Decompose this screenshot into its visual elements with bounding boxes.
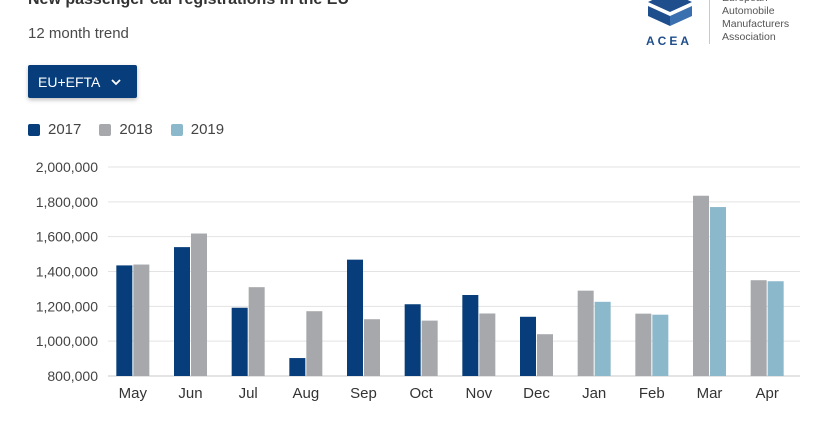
y-tick-label: 1,400,000 bbox=[36, 264, 98, 280]
bar-2018-jul[interactable] bbox=[248, 287, 265, 376]
y-tick-label: 2,000,000 bbox=[36, 159, 98, 175]
bar-2018-dec[interactable] bbox=[537, 334, 553, 376]
acea-logo[interactable]: ACEA European Automobile Manufacturers A… bbox=[644, 0, 820, 52]
bar-2018-jan[interactable] bbox=[577, 290, 594, 376]
logo-acronym: ACEA bbox=[646, 34, 693, 48]
y-tick-label: 1,000,000 bbox=[36, 333, 98, 349]
legend-item-2017[interactable]: 2017 bbox=[28, 121, 81, 138]
x-tick-label: Mar bbox=[697, 385, 723, 402]
legend-swatch-2018 bbox=[99, 123, 112, 136]
bar-2018-feb[interactable] bbox=[635, 313, 652, 376]
region-dropdown[interactable]: EU+EFTA bbox=[28, 65, 137, 98]
x-tick-label: Jul bbox=[239, 385, 258, 402]
x-tick-label: Sep bbox=[350, 385, 377, 402]
x-tick-label: Dec bbox=[523, 385, 550, 402]
logo-full-name: European Automobile Manufacturers Associ… bbox=[722, 0, 790, 43]
legend-label-2018: 2018 bbox=[119, 121, 153, 138]
bar-2018-jun[interactable] bbox=[191, 233, 207, 376]
bar-2017-oct[interactable] bbox=[404, 304, 421, 376]
bar-2018-nov[interactable] bbox=[479, 313, 496, 376]
bar-2017-nov[interactable] bbox=[462, 295, 479, 376]
bar-2019-mar[interactable] bbox=[710, 207, 726, 376]
bar-2017-jul[interactable] bbox=[231, 307, 248, 376]
bar-2017-jun[interactable] bbox=[174, 247, 190, 376]
bar-2019-jan[interactable] bbox=[594, 301, 611, 376]
bar-2018-aug[interactable] bbox=[306, 311, 323, 376]
bar-2017-may[interactable] bbox=[116, 265, 133, 376]
x-tick-label: May bbox=[119, 385, 148, 402]
y-tick-label: 1,200,000 bbox=[36, 298, 98, 314]
x-tick-label: Feb bbox=[639, 385, 665, 402]
x-tick-label: Aug bbox=[292, 385, 319, 402]
region-dropdown-label: EU+EFTA bbox=[38, 73, 101, 90]
legend-swatch-2017 bbox=[28, 123, 40, 136]
legend-item-2019[interactable]: 2019 bbox=[170, 121, 225, 138]
x-tick-label: Jan bbox=[582, 385, 606, 402]
bar-2017-dec[interactable] bbox=[520, 316, 536, 376]
y-tick-label: 800,000 bbox=[47, 368, 98, 384]
y-tick-label: 1,600,000 bbox=[36, 229, 98, 245]
chevron-down-icon bbox=[111, 78, 122, 85]
acea-logo-icon bbox=[648, 0, 692, 26]
x-tick-label: Nov bbox=[465, 385, 492, 402]
chart-legend: 2017 2018 2019 bbox=[28, 121, 224, 138]
legend-swatch-2019 bbox=[170, 123, 183, 136]
bar-2017-aug[interactable] bbox=[289, 358, 306, 376]
bar-2019-feb[interactable] bbox=[652, 314, 669, 376]
chart-subtitle: 12 month trend bbox=[28, 25, 129, 42]
bar-2018-sep[interactable] bbox=[364, 319, 380, 376]
legend-item-2018[interactable]: 2018 bbox=[99, 121, 153, 138]
bar-2017-sep[interactable] bbox=[347, 259, 363, 376]
x-tick-label: Jun bbox=[178, 385, 202, 402]
x-tick-label: Oct bbox=[409, 385, 433, 402]
bar-2018-may[interactable] bbox=[133, 264, 150, 376]
bar-2019-apr[interactable] bbox=[767, 281, 784, 376]
bar-2018-apr[interactable] bbox=[750, 280, 767, 376]
chart-title: New passenger car registrations in the E… bbox=[28, 0, 349, 9]
legend-label-2019: 2019 bbox=[190, 121, 225, 138]
bar-2018-oct[interactable] bbox=[421, 320, 438, 376]
y-tick-label: 1,800,000 bbox=[36, 194, 98, 210]
legend-label-2017: 2017 bbox=[48, 121, 82, 138]
bar-chart: 800,000 1,000,000 1,200,000 1,400,000 1,600,… bbox=[36, 159, 800, 402]
logo-divider bbox=[709, 0, 710, 44]
x-tick-label: Apr bbox=[755, 385, 778, 402]
bar-2018-mar[interactable] bbox=[693, 195, 709, 376]
